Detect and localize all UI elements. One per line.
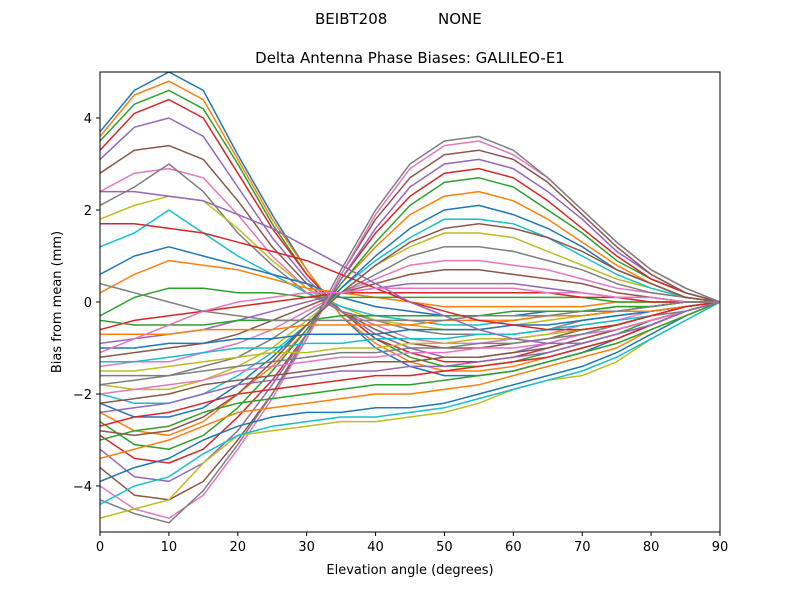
x-axis-label: Elevation angle (degrees): [326, 563, 493, 578]
figure-suptitle-radome: NONE: [438, 10, 482, 28]
y-tick-label: −2: [73, 388, 92, 403]
series-line-s33: [100, 301, 720, 441]
series-line-s13: [100, 287, 720, 317]
series-line-s23: [100, 177, 720, 450]
y-tick-label: 0: [84, 296, 92, 311]
x-tick-label: 70: [574, 540, 591, 555]
series-line-s43: [100, 301, 720, 326]
series-line-s37: [100, 301, 720, 395]
series-line-s26: [100, 149, 720, 501]
y-tick-label: 2: [84, 204, 92, 219]
series-layer: [100, 72, 720, 524]
series-line-s30: [100, 301, 720, 506]
series-line-s31: [100, 301, 720, 483]
series-line-s46: [100, 223, 720, 437]
series-line-s45: [100, 190, 720, 345]
chart-title: Delta Antenna Phase Biases: GALILEO-E1: [255, 49, 565, 67]
x-tick-label: 30: [298, 540, 315, 555]
series-line-s28: [100, 135, 720, 524]
series-line-s18: [100, 246, 720, 377]
x-tick-label: 50: [436, 540, 453, 555]
series-line-s40: [100, 301, 720, 363]
series-line-s24: [100, 167, 720, 464]
x-tick-label: 20: [230, 540, 247, 555]
x-tick-label: 80: [643, 540, 660, 555]
figure-suptitle-station: BEIBT208: [315, 10, 387, 28]
y-tick-label: 4: [84, 112, 92, 127]
series-line-s29: [100, 301, 720, 519]
x-tick-label: 90: [712, 540, 729, 555]
series-line-s32: [100, 301, 720, 460]
x-tick-label: 40: [367, 540, 384, 555]
series-line-s48: [100, 282, 720, 322]
x-tick-label: 60: [505, 540, 522, 555]
x-tick-label: 10: [161, 540, 178, 555]
y-axis-label: Bias from mean (mm): [50, 231, 65, 373]
series-line-s41: [100, 301, 720, 349]
y-axis: −4 −2 0 2 4: [73, 112, 100, 495]
series-line-s22: [100, 190, 720, 437]
x-axis: 0 10 20 30 40 50 60 70 80 90: [96, 532, 728, 555]
series-line-s34: [100, 301, 720, 427]
x-tick-label: 0: [96, 540, 104, 555]
y-tick-label: −4: [73, 480, 92, 495]
